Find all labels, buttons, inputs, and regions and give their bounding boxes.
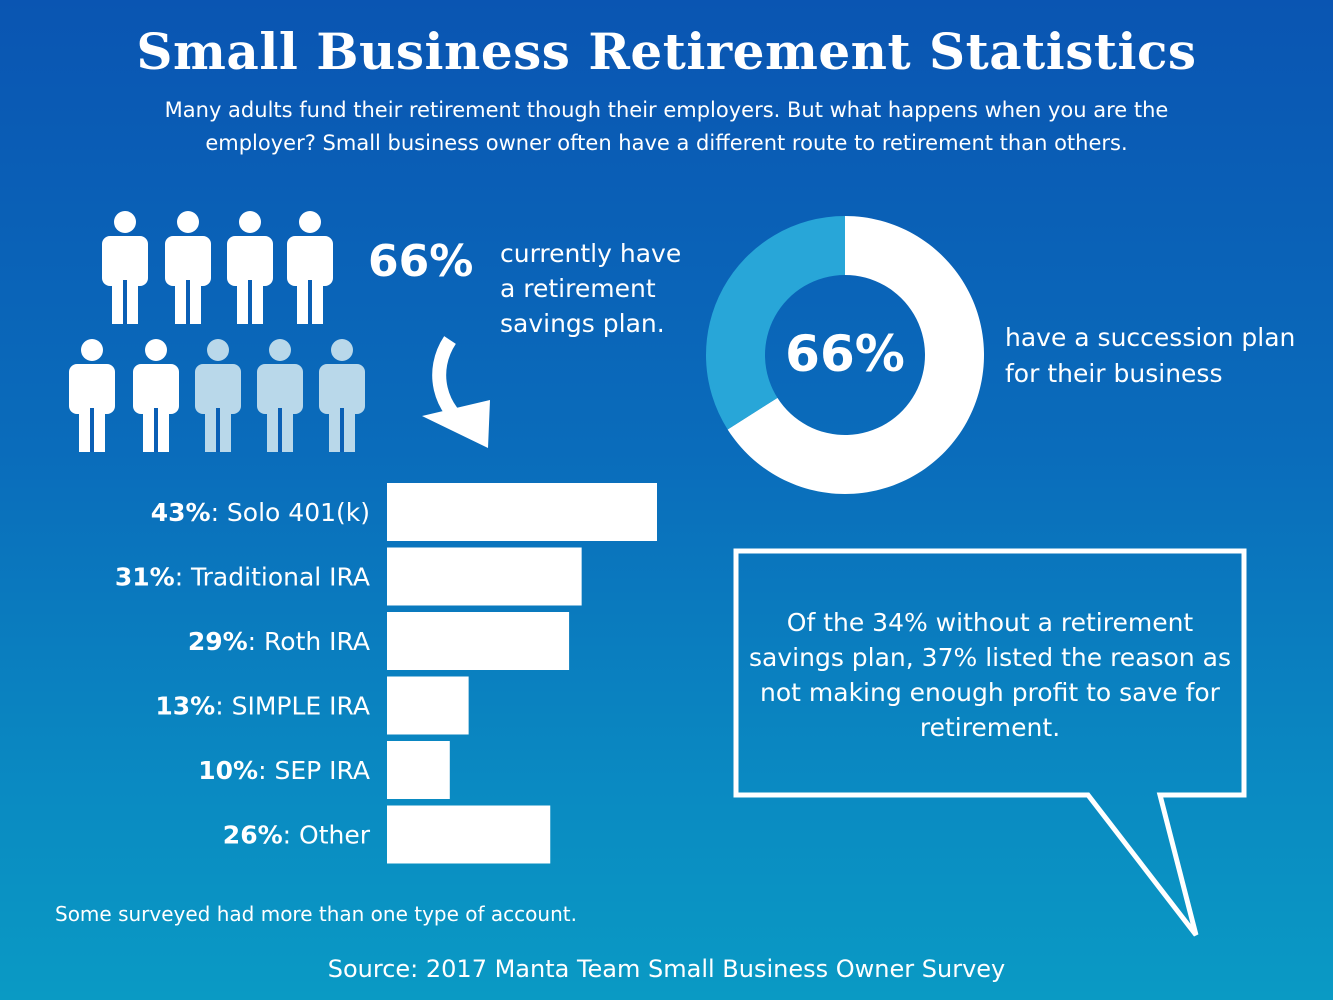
person-icon — [227, 211, 273, 324]
bar-label-1: 31%: Traditional IRA — [115, 563, 370, 592]
person-icon-faded — [257, 339, 303, 452]
person-icon — [69, 339, 115, 452]
source-note: Source: 2017 Manta Team Small Business O… — [327, 955, 1006, 983]
footnote: Some surveyed had more than one type of … — [55, 902, 577, 926]
bar-label-2: 29%: Roth IRA — [188, 627, 370, 656]
page-title: Small Business Retirement Statistics — [136, 22, 1197, 81]
person-icon — [133, 339, 179, 452]
donut-slice-1 — [706, 216, 845, 430]
bar-0 — [387, 483, 657, 541]
speech-bubble-text: Of the 34% without a retirement savings … — [749, 608, 1231, 742]
retirement-plan-percentage: 66% — [368, 236, 474, 287]
person-icon-faded — [319, 339, 365, 452]
bar-category-label: : Solo 401(k) — [211, 498, 370, 527]
bar-value-label: 31% — [115, 563, 175, 592]
bar-category-label: : Roth IRA — [248, 627, 370, 656]
bar-value-label: 13% — [155, 692, 215, 721]
people-icon-group — [69, 211, 365, 452]
bar-value-label: 10% — [198, 756, 258, 785]
person-icon — [287, 211, 333, 324]
retirement-plan-caption: currently have a retirement savings plan… — [500, 239, 682, 338]
subtitle: Many adults fund their retirement though… — [164, 98, 1169, 155]
bar-label-5: 26%: Other — [223, 821, 371, 850]
person-icon — [102, 211, 148, 324]
bar-1 — [387, 547, 582, 606]
bar-label-3: 13%: SIMPLE IRA — [155, 692, 370, 721]
bar-value-label: 29% — [188, 627, 248, 656]
bar-5 — [387, 805, 551, 864]
bar-category-label: : SEP IRA — [258, 756, 370, 785]
person-icon — [165, 211, 211, 324]
bar-label-0: 43%: Solo 401(k) — [151, 498, 370, 527]
bar-value-label: 43% — [151, 498, 211, 527]
bar-category-label: : Other — [283, 821, 371, 850]
succession-donut-chart — [706, 216, 984, 494]
donut-center-label: 66% — [785, 325, 905, 383]
curved-arrow-icon — [422, 336, 490, 448]
succession-caption: have a succession plan for their busines… — [1005, 323, 1296, 388]
bar-4 — [387, 741, 450, 799]
bar-label-4: 10%: SEP IRA — [198, 756, 370, 785]
donut-slice-0 — [727, 216, 984, 494]
bar-3 — [387, 676, 469, 735]
bar-category-label: : Traditional IRA — [175, 563, 370, 592]
account-types-bar-chart: 43%: Solo 401(k) 31%: Traditional IRA 29%:… — [115, 483, 657, 864]
bar-2 — [387, 612, 570, 670]
bar-category-label: : SIMPLE IRA — [215, 692, 370, 721]
person-icon-faded — [195, 339, 241, 452]
speech-bubble — [733, 548, 1247, 937]
bar-value-label: 26% — [223, 821, 283, 850]
